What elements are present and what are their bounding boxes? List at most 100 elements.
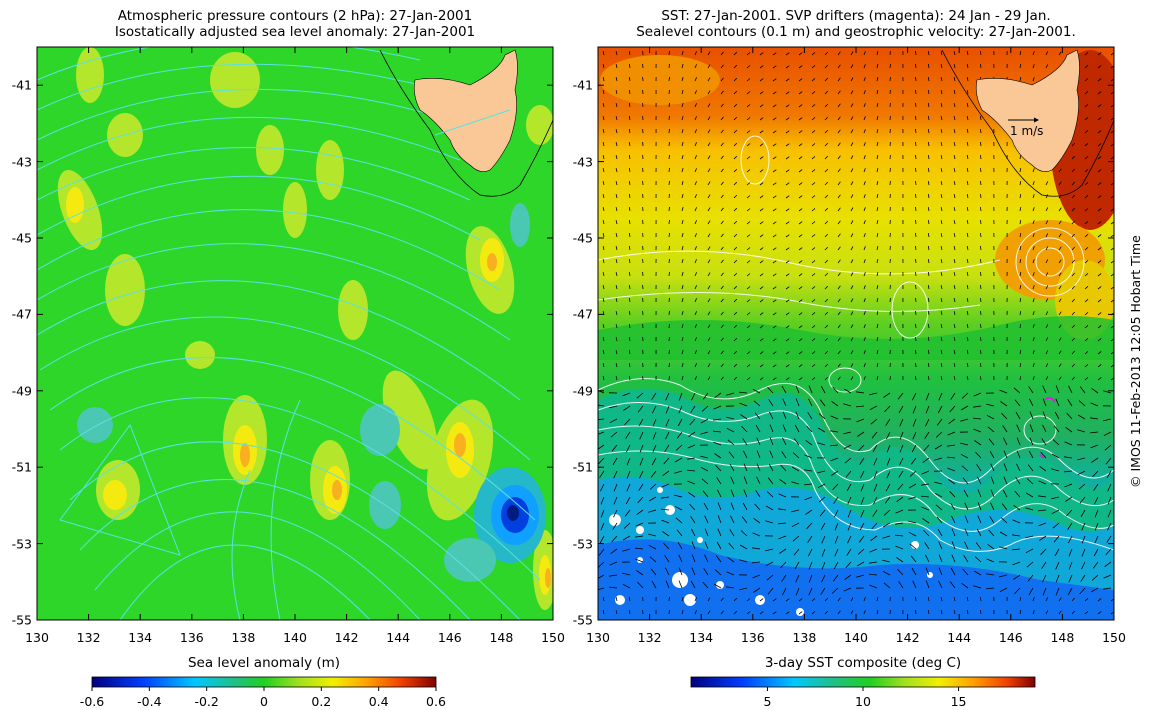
velocity-vector bbox=[876, 246, 879, 251]
velocity-vector bbox=[1084, 351, 1089, 355]
velocity-vector bbox=[628, 363, 631, 368]
velocity-vector bbox=[720, 103, 724, 108]
velocity-vector bbox=[953, 610, 956, 615]
velocity-vector bbox=[694, 298, 697, 303]
velocity-vector bbox=[846, 548, 852, 556]
velocity-vector bbox=[602, 207, 605, 212]
sea-level-anomaly-map bbox=[37, 47, 553, 620]
colorbar-tick-marks bbox=[91, 687, 960, 691]
velocity-vector bbox=[908, 496, 917, 500]
velocity-vector bbox=[935, 504, 943, 511]
velocity-vector bbox=[602, 610, 605, 615]
velocity-vector bbox=[720, 259, 724, 264]
velocity-vector bbox=[876, 597, 879, 602]
velocity-vector bbox=[821, 548, 826, 557]
velocity-vector bbox=[628, 155, 631, 160]
velocity-vector bbox=[980, 167, 982, 173]
velocity-vector bbox=[759, 65, 764, 69]
velocity-vector bbox=[850, 597, 854, 602]
velocity-vector bbox=[785, 234, 790, 238]
velocity-vector bbox=[980, 375, 982, 381]
velocity-vector bbox=[856, 418, 865, 423]
velocity-vector bbox=[1038, 480, 1047, 485]
velocity-vector bbox=[837, 259, 841, 264]
velocity-vector bbox=[1032, 610, 1035, 615]
velocity-vector bbox=[628, 51, 631, 56]
velocity-vector bbox=[668, 76, 670, 82]
velocity-vector bbox=[938, 554, 943, 563]
velocity-vector bbox=[707, 142, 711, 147]
velocity-vector bbox=[1032, 337, 1035, 342]
velocity-vector bbox=[927, 194, 930, 199]
velocity-vector bbox=[691, 541, 696, 550]
velocity-vector bbox=[863, 90, 866, 95]
velocity-vector bbox=[1084, 338, 1089, 342]
velocity-vector bbox=[1097, 52, 1102, 56]
velocity-vector bbox=[772, 65, 777, 69]
velocity-vector bbox=[782, 398, 787, 407]
velocity-vector bbox=[915, 323, 917, 329]
velocity-vector bbox=[863, 181, 866, 186]
velocity-vector bbox=[863, 246, 866, 251]
velocity-vector bbox=[1002, 425, 1008, 433]
velocity-vector bbox=[648, 533, 657, 537]
latitude-tick-label: -51 bbox=[11, 459, 32, 475]
velocity-vector bbox=[759, 78, 764, 82]
velocity-vector bbox=[1019, 363, 1022, 368]
velocity-vector bbox=[1012, 519, 1021, 524]
velocity-vector bbox=[859, 522, 865, 531]
velocity-vector bbox=[602, 337, 605, 342]
velocity-vector bbox=[756, 463, 761, 472]
velocity-vector bbox=[798, 273, 803, 277]
velocity-vector bbox=[707, 181, 711, 186]
velocity-vector bbox=[876, 51, 879, 56]
velocity-vector bbox=[940, 337, 943, 342]
geostrophic-velocity-field bbox=[598, 50, 1114, 615]
velocity-vector bbox=[1094, 496, 1099, 505]
velocity-vector bbox=[1103, 587, 1112, 590]
velocity-vector bbox=[811, 78, 816, 82]
velocity-vector bbox=[925, 392, 930, 401]
velocity-vector bbox=[713, 405, 722, 410]
velocity-vector bbox=[924, 542, 930, 550]
velocity-vector bbox=[746, 260, 751, 264]
velocity-vector bbox=[1084, 78, 1089, 82]
velocity-vector bbox=[846, 483, 852, 492]
velocity-vector bbox=[1019, 376, 1022, 381]
velocity-vector bbox=[1032, 181, 1035, 186]
velocity-vector bbox=[829, 444, 839, 447]
velocity-vector bbox=[785, 104, 790, 108]
velocity-vector bbox=[730, 489, 735, 498]
velocity-vector bbox=[707, 155, 711, 160]
velocity-vector bbox=[715, 464, 722, 472]
velocity-vector bbox=[615, 363, 618, 368]
velocity-vector bbox=[915, 115, 917, 121]
velocity-vector bbox=[1068, 561, 1073, 570]
velocity-vector bbox=[966, 350, 969, 355]
velocity-vector bbox=[733, 311, 738, 316]
velocity-vector bbox=[628, 272, 631, 277]
velocity-vector bbox=[1019, 350, 1022, 355]
velocity-vector bbox=[1027, 574, 1034, 582]
velocity-vector bbox=[936, 418, 943, 426]
velocity-vector bbox=[769, 411, 774, 420]
velocity-vector bbox=[626, 457, 631, 466]
velocity-vector bbox=[602, 129, 605, 134]
velocity-vector bbox=[973, 428, 982, 433]
velocity-vector bbox=[927, 597, 930, 602]
velocity-vector bbox=[805, 439, 813, 446]
velocity-vector bbox=[1071, 350, 1075, 355]
velocity-vector bbox=[882, 522, 891, 528]
velocity-vector bbox=[668, 375, 670, 381]
velocity-vector bbox=[824, 233, 829, 238]
velocity-vector bbox=[850, 272, 854, 277]
velocity-vector bbox=[615, 64, 618, 69]
velocity-vector bbox=[953, 311, 956, 316]
velocity-vector bbox=[681, 141, 684, 147]
velocity-vector bbox=[824, 64, 829, 69]
velocity-vector bbox=[925, 405, 930, 414]
velocity-vector bbox=[767, 477, 774, 485]
velocity-vector bbox=[987, 543, 995, 550]
velocity-vector bbox=[966, 363, 969, 368]
velocity-vector bbox=[720, 233, 724, 238]
